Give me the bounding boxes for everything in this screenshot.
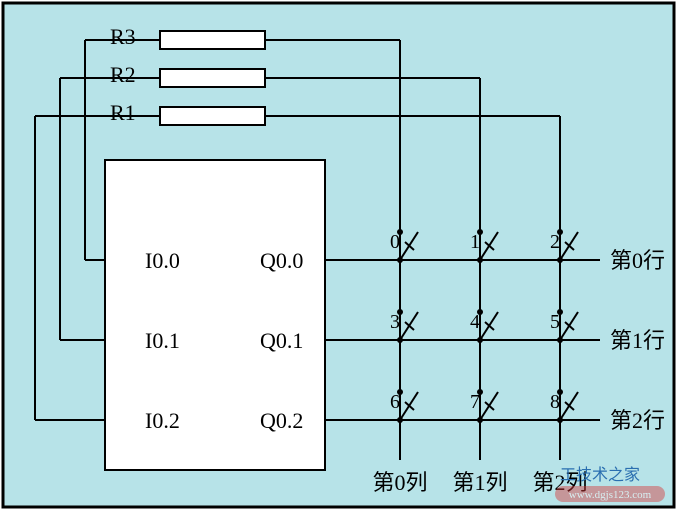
switch-num-2: 2 xyxy=(550,231,560,253)
watermark-2: www.dgjs123.com xyxy=(569,489,652,501)
resistor-label-2: R1 xyxy=(110,100,136,125)
col-label-1: 第1列 xyxy=(452,470,507,495)
resistor-R3 xyxy=(160,31,265,49)
switch-num-6: 6 xyxy=(390,391,400,413)
plc-output-1: Q0.1 xyxy=(260,328,303,353)
switch-num-7: 7 xyxy=(470,391,480,413)
resistor-label-0: R3 xyxy=(110,24,136,49)
watermark-1: 工技术之家 xyxy=(560,466,640,484)
row-label-1: 第1行 xyxy=(610,328,665,353)
plc-input-0: I0.0 xyxy=(145,248,180,273)
switch-num-8: 8 xyxy=(550,391,560,413)
switch-num-0: 0 xyxy=(390,231,400,253)
switch-num-4: 4 xyxy=(470,311,480,333)
plc-output-2: Q0.2 xyxy=(260,408,303,433)
row-label-2: 第2行 xyxy=(610,408,665,433)
resistor-R1 xyxy=(160,107,265,125)
row-label-0: 第0行 xyxy=(610,248,665,273)
switch-num-3: 3 xyxy=(390,311,400,333)
watermark: www.dgjs123.com xyxy=(555,486,665,502)
switch-num-5: 5 xyxy=(550,311,560,333)
resistor-R2 xyxy=(160,69,265,87)
plc-input-2: I0.2 xyxy=(145,408,180,433)
plc-input-1: I0.1 xyxy=(145,328,180,353)
col-label-0: 第0列 xyxy=(372,470,427,495)
resistor-label-1: R2 xyxy=(110,62,136,87)
plc-output-0: Q0.0 xyxy=(260,248,303,273)
switch-num-1: 1 xyxy=(470,231,480,253)
